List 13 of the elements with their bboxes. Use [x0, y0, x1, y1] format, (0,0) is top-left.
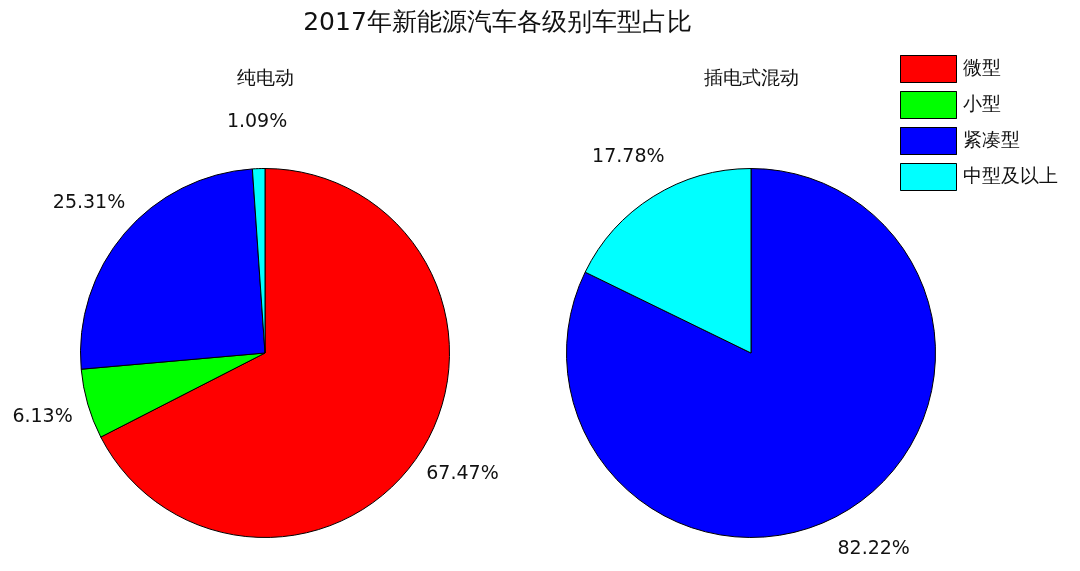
chart-title: 2017年新能源汽车各级别车型占比 — [302, 6, 693, 38]
data-label: 1.09% — [226, 108, 288, 131]
data-label: 6.13% — [12, 404, 73, 427]
slice-label: 纯电动 — [236, 65, 294, 88]
legend-label: 微型 — [963, 55, 1001, 78]
legend-label: 中型及以上 — [963, 163, 1058, 186]
data-label: 67.47% — [426, 460, 499, 483]
data-label: 25.31% — [52, 189, 126, 212]
data-label: 17.78% — [592, 143, 665, 166]
data-label: 82.22% — [837, 536, 910, 559]
legend-label: 小型 — [963, 91, 1001, 114]
slice-label: 插电式混动 — [703, 65, 799, 88]
legend-label: 紧凑型 — [963, 127, 1020, 150]
